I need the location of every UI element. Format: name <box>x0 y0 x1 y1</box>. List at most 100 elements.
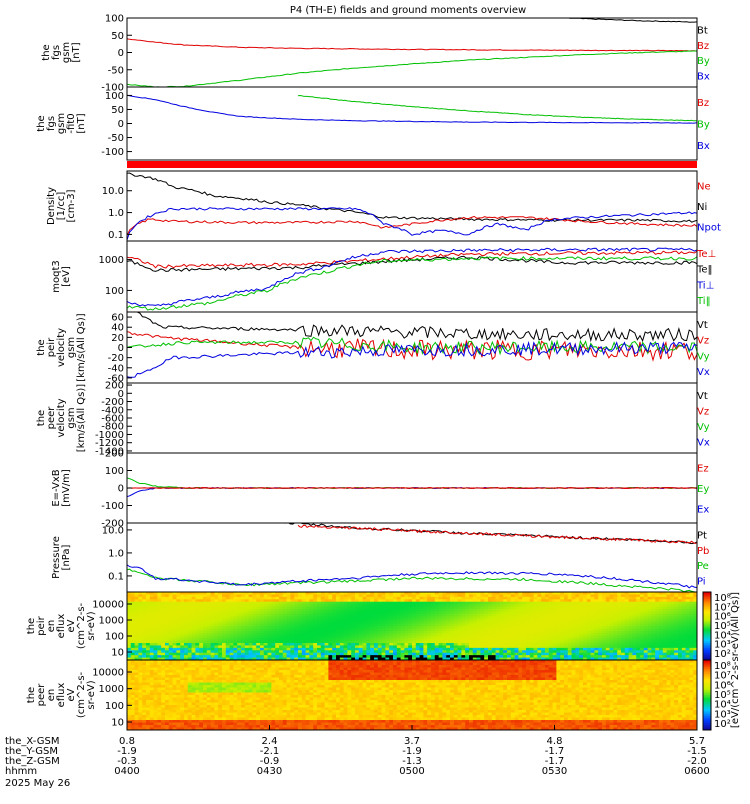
legend-entry: Te‖ <box>696 265 713 276</box>
y-tick-label: 1000 <box>99 255 124 266</box>
series-By <box>127 51 697 87</box>
y-tick-label: 0.1 <box>108 571 124 582</box>
legend-entry: By <box>697 120 710 131</box>
y-tick-label: 0.1 <box>108 230 124 241</box>
y-tick-label: 100 <box>105 286 124 297</box>
y-tick-label: 100 <box>105 632 124 643</box>
legend-entry: By <box>697 56 710 67</box>
y-label: [mV/m] <box>61 469 72 507</box>
legend-entry: Vx <box>697 367 710 378</box>
legend-entry: Ey <box>697 484 709 495</box>
y-label: [km/s(All Qs)] <box>76 384 87 452</box>
legend-entry: Bx <box>697 141 710 152</box>
separator-band <box>127 161 697 168</box>
series-Pe <box>127 569 697 593</box>
colorbar-tick-label: 10² <box>714 649 731 660</box>
legend-entry: Npot <box>697 223 721 234</box>
legend-entry: Pe <box>697 561 709 572</box>
y-tick-label: 10000 <box>92 600 124 611</box>
y-label: [km/s(All Qs)] <box>76 313 87 381</box>
legend-entry: Vt <box>697 391 708 402</box>
y-tick-label: 100 <box>105 14 124 25</box>
y-tick-label: 1000 <box>99 616 124 627</box>
y-tick-label: 1.0 <box>108 548 124 559</box>
y-tick-label: 10.0 <box>102 525 124 536</box>
series-Pt <box>127 507 697 544</box>
legend-entry: Pt <box>697 531 707 542</box>
legend-entry: Te⊥ <box>696 249 716 260</box>
series-group <box>127 173 697 240</box>
legend-entry: Pi <box>697 576 706 587</box>
panel-frame <box>127 18 697 87</box>
legend-entry: Bx <box>697 71 710 82</box>
legend-entry: Vy <box>697 351 710 362</box>
y-tick-label: 0 <box>118 484 124 495</box>
y-label: [nT] <box>76 113 87 133</box>
series-Bz <box>127 39 697 51</box>
series-group <box>127 478 697 497</box>
y-tick-label: 1.0 <box>108 208 124 219</box>
series-group <box>127 507 697 593</box>
y-label: [nT] <box>71 42 82 62</box>
legend-entry: Ti⊥ <box>696 280 714 291</box>
heatmap-cells <box>127 592 698 661</box>
series-group <box>127 308 697 378</box>
chart-title: P4 (TH-E) fields and ground moments over… <box>290 5 526 16</box>
series-Ni <box>127 173 697 222</box>
panel-frame <box>127 171 697 241</box>
y-tick-label: 0 <box>118 48 124 59</box>
legend-entry: Bt <box>697 26 708 37</box>
legend-entry: Ex <box>697 505 709 516</box>
series-Ti⊥ <box>127 248 697 306</box>
legend-entry: Vy <box>697 422 710 433</box>
legend-entry: Ne <box>697 181 711 192</box>
legend-entry: Ez <box>697 463 709 474</box>
series-Vx <box>127 342 697 377</box>
y-label: [cm-3] <box>66 189 77 222</box>
y-tick-label: 100 <box>105 466 124 477</box>
series-By <box>298 96 697 121</box>
y-tick-label: 50 <box>111 31 124 42</box>
legend-entry: Vz <box>697 336 709 347</box>
y-label: [eV] <box>61 266 72 287</box>
panel-frame <box>127 383 697 453</box>
y-tick-label: -50 <box>108 133 124 144</box>
y-tick-label: 10.0 <box>102 186 124 197</box>
y-tick-label: 100 <box>105 91 124 102</box>
y-label: [nPa] <box>61 544 72 570</box>
legend-entry: Vt <box>697 320 708 331</box>
series-group <box>127 95 697 123</box>
series-Pb <box>298 525 697 543</box>
legend-entry: Bz <box>697 98 709 109</box>
series-Ey <box>127 478 697 489</box>
y-label: sr-eV) <box>86 611 97 640</box>
y-tick-label: -100 <box>101 147 124 158</box>
heatmap-cells <box>127 660 698 731</box>
series-group <box>127 0 697 156</box>
panel-frame <box>127 87 697 160</box>
legend-entry: Ni <box>697 202 707 213</box>
y-tick-label: -100 <box>101 501 124 512</box>
legend-entry: Vx <box>697 437 710 448</box>
y-tick-label: -50 <box>108 65 124 76</box>
y-tick-label: 10 <box>111 648 124 659</box>
series-Bx <box>127 121 697 156</box>
legend-entry: Vz <box>697 406 709 417</box>
y-tick-label: 50 <box>111 105 124 116</box>
legend-entry: Bz <box>697 41 709 52</box>
series-group <box>127 248 697 310</box>
y-tick-label: 0 <box>118 119 124 130</box>
y-tick-label: 200 <box>105 449 124 460</box>
